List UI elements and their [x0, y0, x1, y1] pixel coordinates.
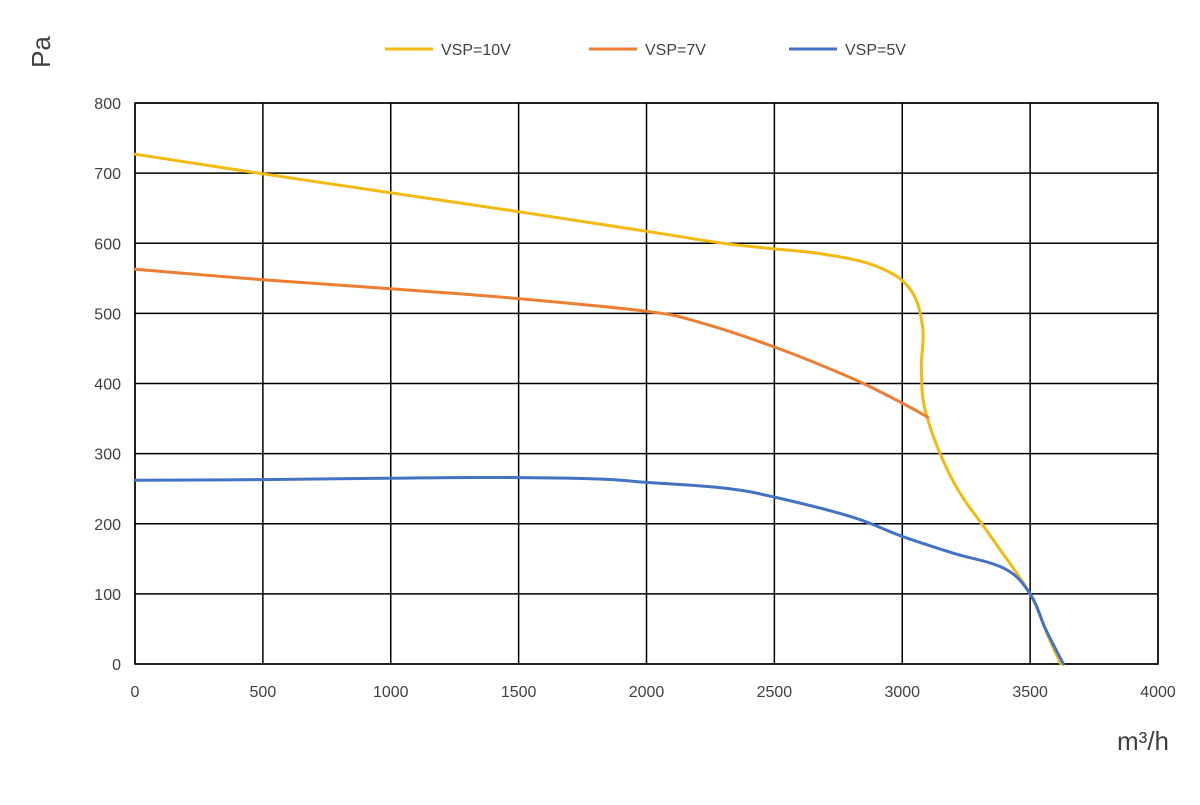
x-tick-label: 2500 [757, 684, 793, 701]
y-tick-label: 600 [94, 236, 121, 253]
y-tick-label: 500 [94, 306, 121, 323]
y-tick-label: 200 [94, 517, 121, 534]
x-tick-label: 2000 [629, 684, 665, 701]
y-tick-label: 700 [94, 166, 121, 183]
y-axis-title: Pa [26, 36, 56, 68]
tick-labels: 0 500 1000 1500 2000 2500 3000 3500 4000 0 100 200 3… [94, 96, 1176, 701]
series-line-vsp-7v [133, 267, 930, 419]
x-tick-label: 4000 [1140, 684, 1176, 701]
x-axis-title: m³/h [1117, 726, 1169, 756]
y-tick-label: 100 [94, 587, 121, 604]
x-tick-label: 500 [250, 684, 277, 701]
x-tick-label: 1000 [373, 684, 409, 701]
x-tick-label: 3500 [1012, 684, 1048, 701]
legend: VSP=10V VSP=7V VSP=5V [385, 42, 906, 59]
plot-frame [134, 102, 1159, 665]
y-tick-label: 400 [94, 377, 121, 394]
x-tick-label: 1500 [501, 684, 537, 701]
legend-label: VSP=7V [645, 42, 706, 59]
grid [134, 102, 1159, 665]
x-tick-label: 3000 [884, 684, 920, 701]
series-lines [133, 152, 1065, 666]
series-line-vsp-5v [133, 475, 1065, 666]
legend-label: VSP=5V [845, 42, 906, 59]
y-tick-label: 800 [94, 96, 121, 113]
x-tick-label: 0 [131, 684, 140, 701]
y-tick-label: 300 [94, 447, 121, 464]
legend-label: VSP=10V [441, 42, 511, 59]
y-tick-label: 0 [112, 657, 121, 674]
series-line-vsp-10v [133, 152, 1063, 666]
